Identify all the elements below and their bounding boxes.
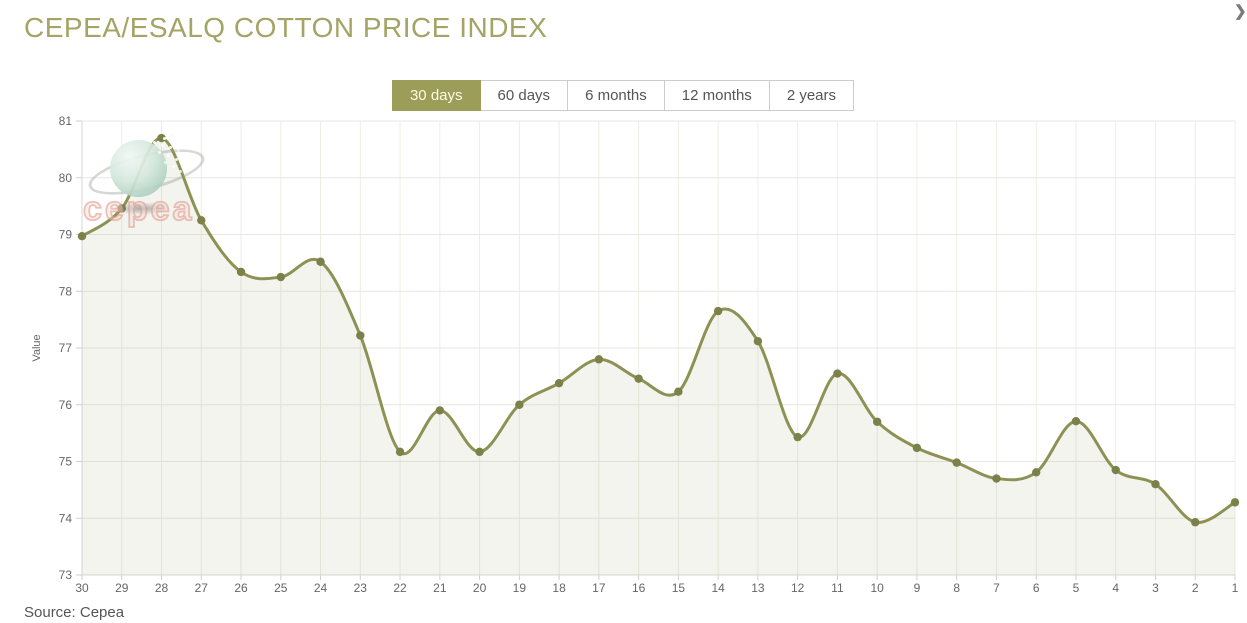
y-axis-label: 79 bbox=[59, 228, 73, 242]
x-axis-label: 14 bbox=[711, 581, 725, 595]
x-axis-label: 8 bbox=[953, 581, 960, 595]
y-axis-label: 74 bbox=[59, 511, 73, 525]
x-axis-label: 18 bbox=[552, 581, 566, 595]
chart-point-day-29[interactable] bbox=[117, 204, 126, 213]
chart-point-day-20[interactable] bbox=[475, 447, 484, 457]
y-axis-title: Value bbox=[31, 334, 43, 361]
chart-point-day-6[interactable] bbox=[1032, 468, 1041, 477]
chart-point-day-12[interactable] bbox=[793, 432, 802, 442]
tab-60-days[interactable]: 60 days bbox=[479, 80, 569, 111]
chart-point-day-22[interactable] bbox=[395, 447, 405, 457]
x-axis-label: 7 bbox=[993, 581, 1000, 595]
x-axis-label: 27 bbox=[195, 581, 209, 595]
x-axis-label: 5 bbox=[1073, 581, 1080, 595]
chart-point-day-7[interactable] bbox=[992, 474, 1001, 483]
chart-point-day-19[interactable] bbox=[515, 400, 524, 409]
chart-point-day-30[interactable] bbox=[77, 232, 87, 241]
x-axis-label: 24 bbox=[314, 581, 328, 595]
x-axis-label: 6 bbox=[1033, 581, 1040, 595]
chart-point-day-27[interactable] bbox=[197, 216, 206, 225]
x-axis-label: 29 bbox=[115, 581, 129, 595]
chart-point-day-8[interactable] bbox=[952, 458, 961, 467]
x-axis-label: 2 bbox=[1192, 581, 1199, 595]
tab-30-days[interactable]: 30 days bbox=[391, 80, 481, 111]
x-axis-label: 21 bbox=[433, 581, 447, 595]
tab-12-months[interactable]: 12 months bbox=[663, 80, 770, 111]
x-axis-label: 26 bbox=[234, 581, 248, 595]
x-axis-label: 28 bbox=[155, 581, 169, 595]
chart-point-day-25[interactable] bbox=[276, 272, 285, 282]
tab-2-years[interactable]: 2 years bbox=[768, 80, 855, 111]
y-axis-label: 81 bbox=[59, 114, 73, 128]
source-caption: Source: Cepea bbox=[24, 604, 125, 621]
chart-point-day-24[interactable] bbox=[316, 257, 325, 266]
x-axis-label: 17 bbox=[592, 581, 606, 595]
chart-point-day-2[interactable] bbox=[1191, 518, 1200, 527]
y-axis-label: 77 bbox=[59, 341, 73, 355]
area-fill bbox=[82, 137, 1235, 575]
chart-point-day-18[interactable] bbox=[554, 378, 564, 388]
period-tabs: 30 days 60 days 6 months 12 months 2 years bbox=[0, 80, 1247, 111]
chevron-right-icon[interactable]: ❯ bbox=[1234, 3, 1247, 20]
y-axis-label: 76 bbox=[59, 398, 73, 412]
y-axis-label: 75 bbox=[59, 455, 73, 469]
y-axis-label: 73 bbox=[59, 568, 73, 582]
chart-point-day-11[interactable] bbox=[833, 369, 842, 378]
chart-point-day-28[interactable] bbox=[157, 133, 166, 143]
chart-point-day-1[interactable] bbox=[1230, 498, 1240, 507]
x-axis-label: 3 bbox=[1152, 581, 1159, 595]
x-axis-label: 30 bbox=[75, 581, 89, 595]
chart-point-day-13[interactable] bbox=[753, 336, 763, 346]
chart-point-day-17[interactable] bbox=[594, 355, 604, 364]
chart-point-day-10[interactable] bbox=[872, 417, 882, 426]
chart-point-day-14[interactable] bbox=[713, 306, 723, 316]
tab-6-months[interactable]: 6 months bbox=[567, 80, 665, 111]
x-axis-label: 22 bbox=[393, 581, 407, 595]
x-axis-label: 19 bbox=[513, 581, 527, 595]
x-axis-label: 12 bbox=[791, 581, 805, 595]
chart-point-day-16[interactable] bbox=[634, 374, 643, 383]
x-axis-label: 1 bbox=[1232, 581, 1239, 595]
x-axis-label: 10 bbox=[870, 581, 884, 595]
chart-point-day-23[interactable] bbox=[356, 331, 365, 340]
x-axis-label: 23 bbox=[354, 581, 368, 595]
x-axis-label: 16 bbox=[632, 581, 646, 595]
x-axis-label: 15 bbox=[672, 581, 686, 595]
y-axis-label: 78 bbox=[59, 284, 73, 298]
y-axis-label: 80 bbox=[59, 171, 73, 185]
x-axis-label: 25 bbox=[274, 581, 288, 595]
chart-point-day-3[interactable] bbox=[1151, 480, 1160, 489]
page-title: CEPEA/ESALQ COTTON PRICE INDEX bbox=[24, 12, 548, 43]
x-axis-label: 4 bbox=[1112, 581, 1119, 595]
chart-point-day-4[interactable] bbox=[1111, 465, 1120, 475]
chart-point-day-15[interactable] bbox=[674, 387, 683, 396]
chart-point-day-26[interactable] bbox=[236, 267, 246, 277]
x-axis-label: 20 bbox=[473, 581, 487, 595]
chart-point-day-5[interactable] bbox=[1071, 417, 1081, 426]
x-axis-label: 9 bbox=[914, 581, 921, 595]
chart-point-day-21[interactable] bbox=[435, 406, 445, 415]
x-axis-label: 11 bbox=[831, 581, 844, 595]
chart-point-day-9[interactable] bbox=[912, 443, 922, 453]
x-axis-label: 13 bbox=[751, 581, 765, 595]
